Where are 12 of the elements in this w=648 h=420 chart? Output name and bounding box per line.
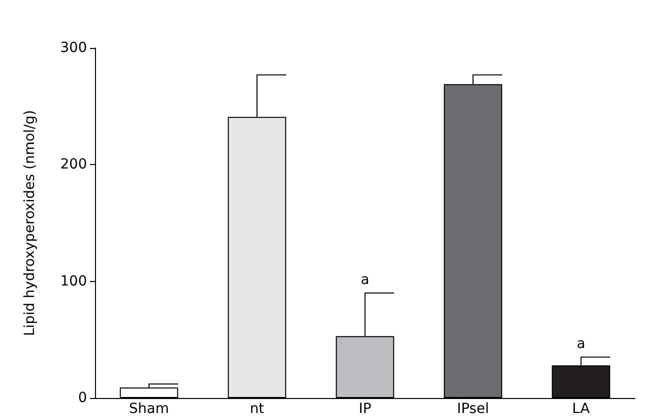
x-tick-label: nt [250,401,265,417]
x-tick-label: Sham [129,401,169,417]
y-tick-label: 200 [60,156,87,173]
annotation: a [576,336,586,352]
x-tick-label: IPsel [456,401,490,417]
y-tick-label: 0 [78,390,87,406]
x-tick-label: LA [572,401,590,417]
y-tick-label: 300 [60,40,87,56]
x-tick-label: IP [358,401,372,417]
annotation: a [360,272,370,288]
y-tick-label: 100 [60,273,87,290]
y-axis-title: Lipid hydroxyperoxides (nmol/g) [22,110,38,336]
